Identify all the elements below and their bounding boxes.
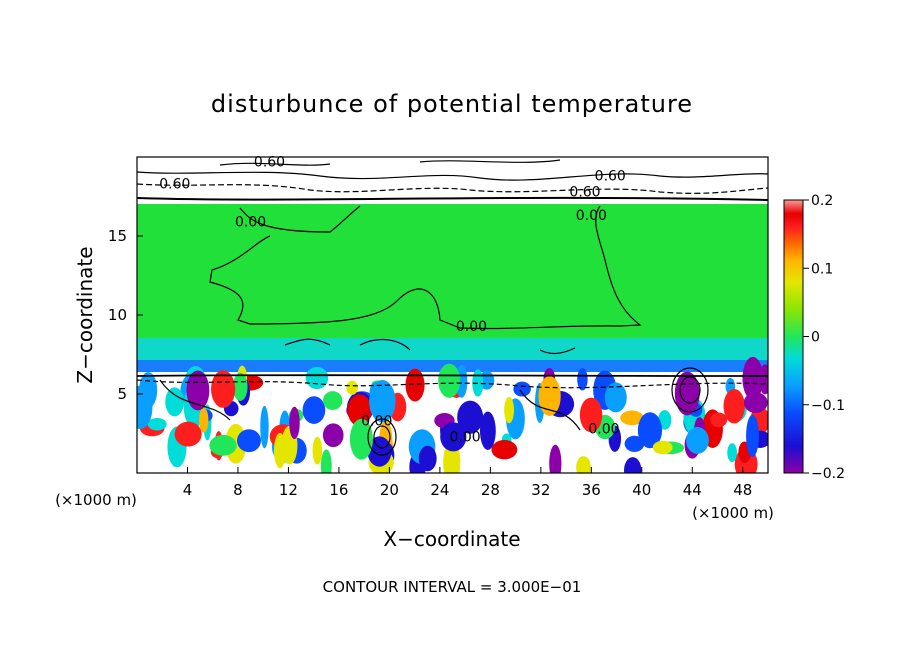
anomaly-blob: [367, 436, 392, 467]
anomaly-blob: [686, 427, 709, 454]
x-tick-label: 4: [183, 481, 193, 499]
x-tick-label: 28: [481, 481, 500, 499]
contour-lines: [137, 159, 768, 456]
y-axis-label: Z−coordinate: [73, 246, 97, 383]
anomaly-blob: [305, 366, 329, 390]
anomaly-blob: [346, 380, 358, 395]
boundary-layer-anomalies: [137, 356, 768, 473]
anomaly-blob: [347, 394, 372, 427]
anomaly-blob: [742, 356, 764, 401]
troposphere-zero-region: [137, 204, 768, 340]
anomaly-blob: [620, 410, 644, 426]
contour-label: 0.60: [569, 185, 600, 201]
anomaly-blob: [322, 423, 344, 448]
anomaly-blob: [549, 444, 562, 473]
anomaly-blob: [579, 397, 603, 433]
anomaly-blob: [312, 436, 323, 465]
anomaly-blob: [289, 406, 300, 440]
anomaly-blob: [457, 400, 484, 434]
x-tick-label: 48: [733, 481, 752, 499]
chart-title: disturbunce of potential temperature: [211, 90, 693, 118]
x-tick-label: 40: [632, 481, 651, 499]
x-axis-unit-right: (×1000 m): [692, 504, 774, 522]
colorbar-scale: [783, 199, 804, 474]
x-tick-label: 12: [279, 481, 298, 499]
x-tick-label: 32: [531, 481, 550, 499]
contour-label: 0.60: [595, 169, 626, 185]
anomaly-blob: [674, 371, 700, 416]
contour-label: 0.00: [456, 319, 487, 335]
anomaly-blob: [637, 412, 663, 449]
contour-labels: 0.600.60 0.600.600.00 0.000.000.000.00 0.00: [159, 154, 626, 445]
y-tick-label: 5: [117, 385, 127, 403]
plot-area: [137, 157, 768, 473]
anomaly-blob: [418, 445, 437, 472]
anomaly-blob: [723, 388, 745, 424]
colorbar-tick-label: −0.2: [811, 466, 845, 482]
contour-label: 0.60: [159, 177, 190, 193]
anomaly-blob: [174, 421, 202, 447]
anomaly-blob: [504, 396, 515, 424]
anomaly-blob: [576, 456, 591, 473]
anomaly-blob: [199, 407, 209, 433]
anomaly-blob: [209, 434, 237, 456]
anomaly-blob: [211, 370, 236, 408]
anomaly-blob: [604, 382, 627, 413]
anomaly-blob: [186, 370, 210, 411]
colorbar: 0.2 0.1 0 −0.1 −0.2: [783, 193, 845, 482]
contour-label: 0.00: [576, 208, 607, 224]
anomaly-blob: [322, 391, 343, 411]
anomaly-blob: [440, 422, 467, 452]
contour-interval-note: CONTOUR INTERVAL = 3.000E−01: [323, 578, 582, 596]
anomaly-blob: [438, 363, 461, 398]
anomaly-blob: [479, 411, 496, 450]
contour-label: 0.00: [588, 422, 619, 438]
anomaly-blob: [405, 368, 425, 402]
colorbar-tick-label: 0.2: [811, 193, 833, 209]
y-tick-label: 15: [108, 227, 127, 245]
colorbar-ticks: 0.2 0.1 0 −0.1 −0.2: [803, 193, 845, 482]
anomaly-blob: [710, 412, 728, 428]
anomaly-blob: [237, 429, 261, 453]
y-axis: 5 10 15: [108, 227, 143, 403]
x-axis: 4 8 12 16 20 24 28 32 36 40 44 48: [183, 467, 752, 499]
x-axis-unit-left: (×1000 m): [55, 491, 137, 509]
anomaly-blob: [320, 449, 332, 473]
anomaly-blob: [232, 372, 248, 401]
colorbar-tick-label: 0.1: [811, 261, 833, 277]
anomaly-blob: [743, 392, 768, 414]
anomaly-blob: [577, 368, 588, 391]
contour-label: 0.00: [361, 414, 392, 430]
anomaly-blob: [652, 440, 673, 455]
contour-label: 0.60: [254, 154, 285, 170]
anomaly-blob: [302, 396, 326, 424]
x-tick-label: 16: [329, 481, 348, 499]
anomaly-blob: [165, 387, 184, 417]
colorbar-tick-label: −0.1: [811, 398, 845, 414]
x-tick-label: 44: [683, 481, 702, 499]
anomaly-blob: [137, 385, 153, 430]
contour-label: 0.00: [450, 429, 481, 445]
stratosphere-region: [137, 157, 768, 204]
x-tick-label: 24: [430, 481, 449, 499]
x-tick-label: 8: [233, 481, 243, 499]
anomaly-blob: [491, 440, 518, 460]
anomaly-blob: [349, 418, 373, 460]
anomaly-blob: [513, 381, 531, 397]
colorbar-tick-label: 0: [811, 330, 820, 346]
anomaly-blob: [746, 414, 759, 458]
anomaly-blob: [727, 443, 737, 463]
anomaly-blob: [624, 435, 645, 452]
anomaly-blob: [538, 376, 561, 417]
anomaly-blob: [147, 417, 167, 431]
x-tick-label: 36: [582, 481, 601, 499]
x-tick-label: 20: [380, 481, 399, 499]
anomaly-blob: [624, 457, 642, 473]
anomaly-blob: [260, 405, 269, 449]
contour-label: 0.00: [235, 215, 266, 231]
x-axis-label: X−coordinate: [383, 527, 520, 551]
y-tick-label: 10: [108, 306, 127, 324]
anomaly-blob: [369, 381, 383, 402]
